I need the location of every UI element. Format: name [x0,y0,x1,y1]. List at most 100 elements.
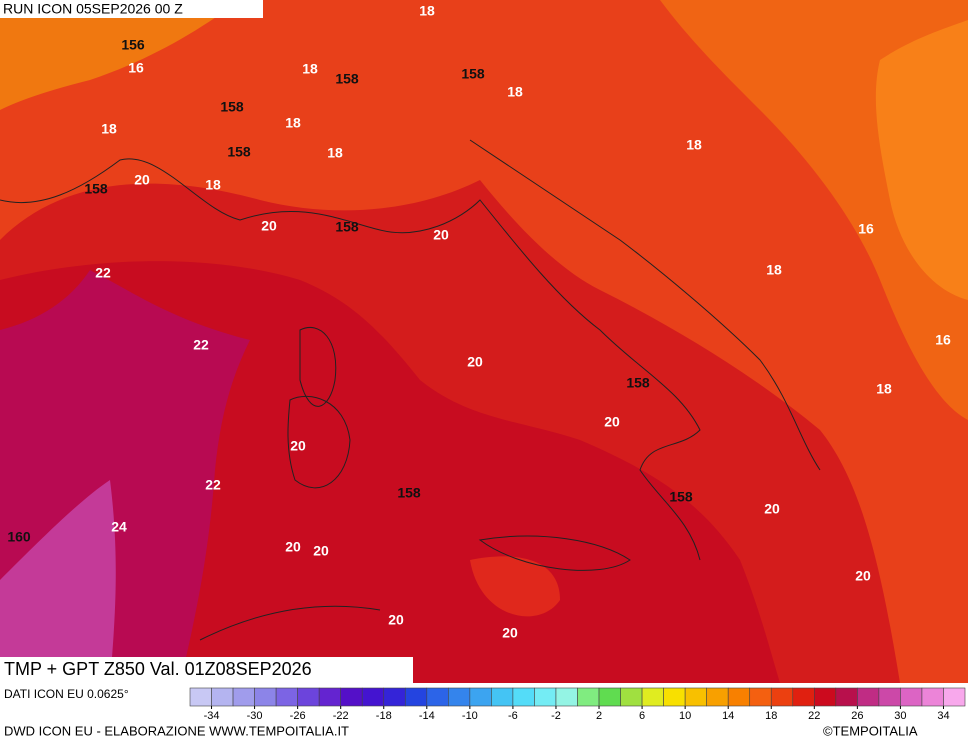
copyright: ©TEMPOITALIA [823,723,918,738]
temperature-label: 20 [433,227,449,243]
colorbar-swatch [275,687,298,707]
colorbar-swatch [426,687,449,707]
temperature-label: 20 [855,568,871,584]
data-source: DATI ICON EU 0.0625° [4,687,129,701]
colorbar-swatch [857,687,880,707]
temperature-label: 18 [507,84,523,100]
colorbar-swatch [598,687,621,707]
temperature-label: 18 [101,121,117,137]
temperature-label: 18 [876,381,892,397]
colorbar-tick-label: -22 [333,710,349,722]
temperature-label: 24 [111,519,127,535]
colorbar-swatch [297,687,320,707]
temperature-label: 20 [285,539,301,555]
colorbar-swatch [943,687,966,707]
temperature-label: 22 [193,337,209,353]
warm-zone [875,20,968,300]
geopotential-label: 158 [227,144,251,160]
colorbar-swatch [577,687,600,707]
colorbar-tick-label: 30 [894,710,906,722]
geopotential-label: 158 [84,181,108,197]
colorbar-swatch [792,687,815,707]
coastline [287,395,351,489]
colorbar-swatch [749,687,772,707]
temperature-label: 20 [290,438,306,454]
colorbar-swatch [318,687,341,707]
temperature-label: 18 [205,177,221,193]
colorbar-swatch [921,687,944,707]
temperature-label: 18 [766,262,782,278]
colorbar-tick-label: 6 [639,710,645,722]
coastline [199,605,381,641]
colorbar-swatch [534,687,557,707]
colorbar-swatch [770,687,794,707]
colorbar-swatch [835,687,858,707]
geopotential-label: 158 [669,489,693,505]
map: 18 156 16 18 158 158 18 158 18 18 158 18 18 158 20 18 20… [0,0,968,683]
colorbar-swatch [684,687,707,707]
colorbar-tick-label: 26 [851,710,863,722]
colorbar-swatch [491,687,514,707]
temperature-label: 16 [858,221,874,237]
geopotential-label: 158 [397,485,421,501]
temperature-label: 20 [467,354,483,370]
colorbar-tick-label: 10 [679,710,691,722]
colorbar-swatch [706,687,729,707]
geopotential-label: 158 [626,375,650,391]
colorbar-swatch [641,687,664,707]
temperature-label: 20 [134,172,150,188]
colorbar-tick-label: -26 [290,710,306,722]
colorbar-swatch [404,687,428,707]
colorbar-tick-label: -10 [462,710,478,722]
colorbar-tick-label: 18 [765,710,777,722]
warm-zone [470,556,560,617]
colorbar-tick-label: -14 [419,710,435,722]
geopotential-label: 158 [461,66,485,82]
temperature-label: 18 [419,3,435,19]
colorbar-swatch [448,687,471,707]
temperature-label: 20 [261,218,277,234]
colorbar-swatch [878,687,901,707]
colorbar-swatch [189,687,212,707]
geopotential-label: 158 [335,71,359,87]
colorbar-swatch [383,687,406,707]
colorbar-tick-label: 14 [722,710,734,722]
run-label: RUN ICON 05SEP2026 00 Z [3,1,183,17]
temperature-label: 20 [388,612,404,628]
coastline [478,535,631,571]
temperature-label: 16 [935,332,951,348]
coastline [0,158,701,561]
colorbar-tick-label: -34 [204,710,220,722]
colorbar-swatch [663,687,686,707]
temperature-label: 18 [327,145,343,161]
colorbar-tick-label: 22 [808,710,820,722]
colorbar-swatch [620,687,643,707]
colorbar-swatch [254,687,277,707]
colorbar-swatch [361,687,385,707]
colorbar-tick-label: 34 [937,710,949,722]
colorbar-swatch [727,687,751,707]
temperature-label: 18 [285,115,301,131]
temperature-label: 20 [313,543,329,559]
colorbar-tick-label: 2 [596,710,602,722]
geopotential-label: 160 [7,529,31,545]
credit: DWD ICON EU - ELABORAZIONE WWW.TEMPOITAL… [4,723,349,738]
temperature-label: 20 [604,414,620,430]
colorbar-swatch [211,687,234,707]
extreme-zone [0,480,116,683]
title-box [0,657,413,683]
colorbar-swatch [232,687,255,707]
temperature-label: 22 [95,265,111,281]
colorbar-swatch [814,687,837,707]
temperature-label: 16 [128,60,144,76]
map-title: TMP + GPT Z850 Val. 01Z08SEP2026 [4,659,312,679]
geopotential-label: 158 [335,219,359,235]
coastlines [0,139,821,641]
colorbar-swatch [469,687,492,707]
coastline [469,139,821,471]
colorbar-swatch [340,687,363,707]
colorbar-swatch [555,687,578,707]
geopotential-label: 158 [220,99,244,115]
colorbar-tick-label: -18 [376,710,392,722]
